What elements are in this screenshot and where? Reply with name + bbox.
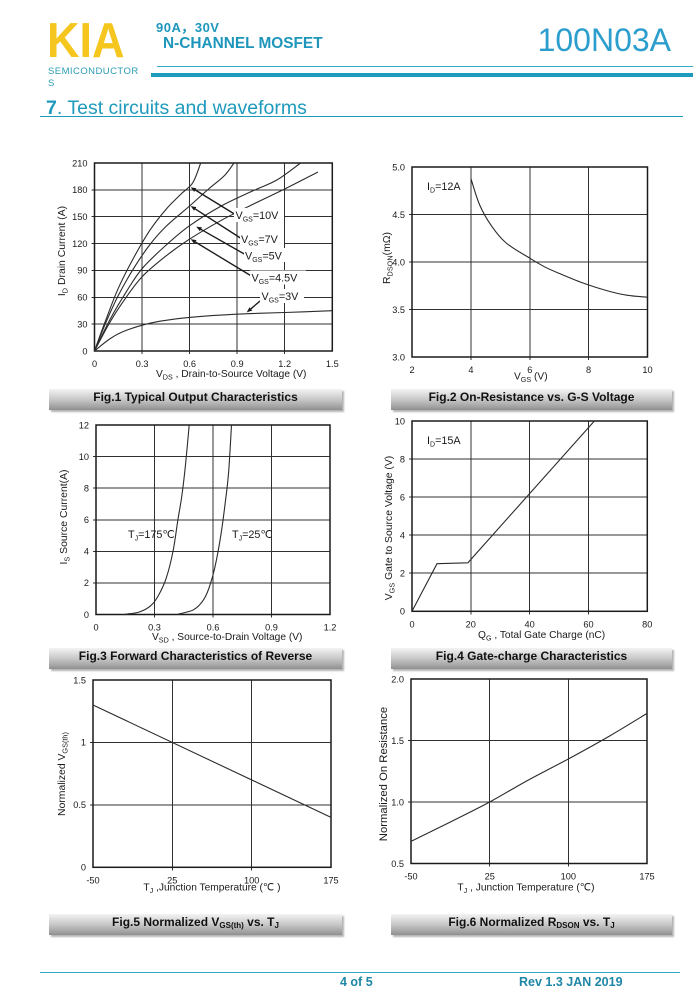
svg-text:4: 4 [468,365,473,375]
svg-text:Normalized VGS(th): Normalized VGS(th) [57,732,70,816]
svg-text:20: 20 [466,620,476,630]
svg-text:180: 180 [72,185,87,195]
svg-text:100: 100 [561,872,576,882]
svg-text:4: 4 [400,531,405,541]
svg-text:3.5: 3.5 [392,305,405,315]
svg-text:80: 80 [642,620,652,630]
svg-text:4.5: 4.5 [392,210,405,220]
svg-text:VGS=3V: VGS=3V [262,291,300,305]
svg-text:VGS=5V: VGS=5V [245,251,283,265]
svg-text:6: 6 [527,365,532,375]
svg-text:0: 0 [400,607,405,617]
svg-text:0.6: 0.6 [207,623,220,633]
svg-text:6: 6 [400,492,405,502]
svg-text:2.0: 2.0 [391,674,404,684]
svg-text:VGS=10V: VGS=10V [236,210,280,224]
svg-text:ID=12A: ID=12A [427,181,461,195]
svg-text:VGS (V): VGS (V) [514,372,548,385]
svg-text:-50: -50 [86,876,99,886]
svg-text:VGS=4.5V: VGS=4.5V [252,273,299,287]
svg-text:100: 100 [244,876,259,886]
svg-text:Normalized On Resistance: Normalized On Resistance [378,707,390,841]
svg-text:30: 30 [77,319,87,329]
svg-text:0.5: 0.5 [73,800,86,810]
svg-text:10: 10 [79,452,89,462]
svg-text:175: 175 [639,872,654,882]
svg-text:0: 0 [81,863,86,873]
svg-text:10: 10 [642,365,652,375]
svg-text:12: 12 [79,420,89,430]
svg-text:4: 4 [84,547,89,557]
svg-text:25: 25 [485,872,495,882]
svg-text:TJ ,Junction Temperature (℃ ): TJ ,Junction Temperature (℃ ) [143,883,280,896]
svg-text:QG , Total Gate Charge (nC): QG , Total Gate Charge (nC) [478,630,605,643]
svg-text:-50: -50 [404,872,417,882]
svg-text:0: 0 [409,620,414,630]
svg-text:0.9: 0.9 [231,359,244,369]
svg-text:5.0: 5.0 [392,162,405,172]
svg-text:175: 175 [323,876,338,886]
svg-text:120: 120 [72,239,87,249]
svg-text:90: 90 [77,266,87,276]
svg-text:0.6: 0.6 [183,359,196,369]
svg-text:0.9: 0.9 [265,623,278,633]
svg-text:TJ , Junction Temperature (℃): TJ , Junction Temperature (℃) [457,883,594,896]
svg-text:0: 0 [82,346,87,356]
svg-text:TJ=175℃: TJ=175℃ [128,529,175,543]
svg-text:0: 0 [93,623,98,633]
svg-text:TJ=25℃: TJ=25℃ [232,529,273,543]
svg-text:8: 8 [400,454,405,464]
svg-text:10: 10 [395,416,405,426]
svg-text:0.3: 0.3 [136,359,149,369]
svg-text:6: 6 [84,515,89,525]
svg-text:1.5: 1.5 [326,359,339,369]
svg-text:VSD , Source-to-Drain Voltage: VSD , Source-to-Drain Voltage (V) [152,632,302,645]
svg-text:4.0: 4.0 [392,257,405,267]
svg-text:1.0: 1.0 [391,797,404,807]
svg-text:1.5: 1.5 [73,675,86,685]
svg-text:1.2: 1.2 [324,623,337,633]
svg-text:1.5: 1.5 [391,736,404,746]
svg-text:3.0: 3.0 [392,352,405,362]
svg-text:0.5: 0.5 [391,859,404,869]
svg-text:150: 150 [72,212,87,222]
svg-text:0: 0 [92,359,97,369]
svg-text:60: 60 [77,293,87,303]
svg-text:1.2: 1.2 [278,359,291,369]
svg-text:8: 8 [586,365,591,375]
svg-text:ID Drain Current (A): ID Drain Current (A) [57,206,70,296]
svg-text:210: 210 [72,158,87,168]
svg-text:40: 40 [524,620,534,630]
svg-text:IS Source Current(A): IS Source Current(A) [59,470,72,565]
svg-text:2: 2 [400,569,405,579]
svg-text:1: 1 [81,738,86,748]
svg-text:VGS Gate to Source Voltage (V: VGS Gate to Source Voltage (V) [384,456,397,601]
svg-text:2: 2 [409,365,414,375]
svg-text:8: 8 [84,484,89,494]
svg-text:VGS=7V: VGS=7V [241,234,279,248]
svg-text:25: 25 [167,876,177,886]
svg-text:VDS , Drain-to-Source Voltage: VDS , Drain-to-Source Voltage (V) [156,369,306,382]
svg-text:60: 60 [583,620,593,630]
svg-text:2: 2 [84,578,89,588]
svg-text:ID=15A: ID=15A [427,435,461,449]
svg-text:RDSON(mΩ): RDSON(mΩ) [382,232,395,284]
svg-text:0.3: 0.3 [148,623,161,633]
svg-text:0: 0 [84,610,89,620]
